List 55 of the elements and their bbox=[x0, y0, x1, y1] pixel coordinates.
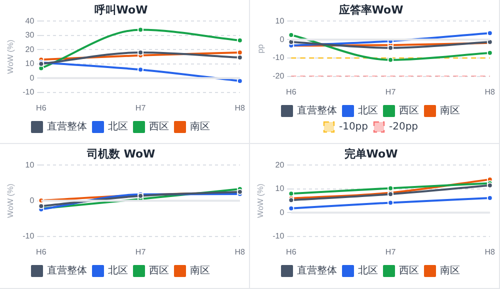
legend-label: 南区 bbox=[190, 264, 210, 277]
y-tick-label: -10 bbox=[22, 232, 35, 241]
y-tick-label: 0 bbox=[280, 208, 285, 217]
x-tick-label: H6 bbox=[36, 247, 47, 256]
chart-title: 呼叫WoW bbox=[94, 3, 148, 16]
y-tick-label: -20 bbox=[272, 72, 285, 81]
x-tick-label: H7 bbox=[135, 247, 146, 256]
legend-label: 北区 bbox=[108, 120, 128, 133]
y-tick-label: 0 bbox=[280, 34, 285, 44]
y-axis-title: WoW (%) bbox=[6, 183, 16, 218]
y-axis-title: pp bbox=[256, 44, 266, 54]
x-tick-label: H8 bbox=[234, 247, 246, 256]
chart-title: 应答率WoW bbox=[338, 3, 404, 16]
y-tick-label: 0 bbox=[30, 73, 35, 82]
y-tick-label: 20 bbox=[25, 44, 35, 54]
x-tick-label: H6 bbox=[36, 103, 47, 112]
y-axis-title: WoW (%) bbox=[256, 183, 266, 218]
chart-title: 司机数 WoW bbox=[86, 147, 156, 160]
legend-label: 南区 bbox=[190, 120, 210, 133]
y-tick-label: 10 bbox=[275, 184, 285, 194]
x-tick-label: H7 bbox=[385, 87, 396, 96]
legend-label: 直营整体 bbox=[297, 104, 337, 117]
legend-label: 直营整体 bbox=[47, 264, 87, 277]
y-tick-label: 30 bbox=[25, 30, 35, 40]
legend-label: 北区 bbox=[358, 104, 378, 117]
y-tick-label: 20 bbox=[275, 160, 285, 170]
legend-label: 西区 bbox=[399, 106, 419, 117]
y-tick-label: -10 bbox=[272, 53, 285, 62]
legend-label: 直营整体 bbox=[47, 120, 87, 133]
legend-label: 西区 bbox=[149, 122, 169, 133]
legend-label: 西区 bbox=[399, 266, 419, 277]
legend-label: -20pp bbox=[389, 122, 418, 133]
legend-label: 南区 bbox=[440, 264, 460, 277]
y-tick-label: 10 bbox=[275, 16, 285, 26]
legend-label: 北区 bbox=[108, 264, 128, 277]
x-tick-label: H6 bbox=[286, 87, 297, 96]
x-tick-label: H7 bbox=[135, 103, 146, 112]
x-tick-label: H8 bbox=[234, 103, 246, 112]
legend-label: -10pp bbox=[338, 122, 368, 133]
legend-label: 南区 bbox=[440, 104, 460, 117]
x-tick-label: H8 bbox=[484, 87, 496, 96]
y-tick-label: -10 bbox=[22, 88, 35, 97]
y-tick-label: 10 bbox=[25, 160, 35, 170]
x-tick-label: H8 bbox=[484, 247, 496, 256]
legend-label: 北区 bbox=[358, 264, 378, 277]
x-tick-label: H6 bbox=[286, 247, 297, 256]
legend-label: 直营整体 bbox=[297, 264, 337, 277]
y-tick-label: 10 bbox=[25, 59, 35, 68]
x-tick-label: H7 bbox=[385, 247, 396, 256]
y-tick-label: 40 bbox=[25, 16, 35, 26]
chart-title: 完单WoW bbox=[344, 147, 398, 160]
y-tick-label: -10 bbox=[272, 232, 285, 241]
legend-label: 西区 bbox=[149, 266, 169, 277]
y-axis-title: WoW (%) bbox=[6, 39, 16, 74]
y-tick-label: 0 bbox=[30, 196, 35, 206]
